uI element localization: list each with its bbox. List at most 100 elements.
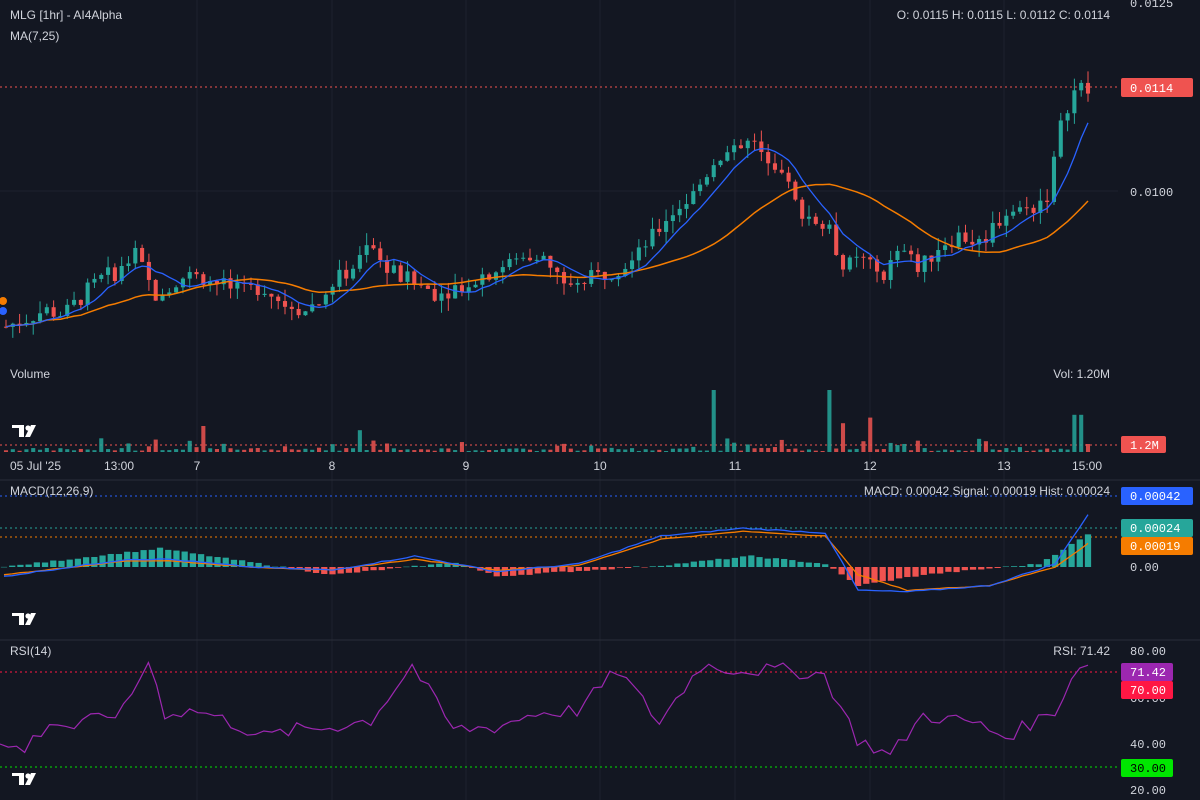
macd-hist-bar: [863, 567, 870, 584]
macd-hist-bar: [222, 557, 229, 567]
volume-bar: [419, 449, 424, 452]
volume-bar: [303, 448, 308, 452]
volume-bar: [949, 450, 954, 452]
candle-body: [51, 307, 56, 317]
macd-hist-bar: [805, 562, 812, 567]
candle-body: [235, 282, 240, 289]
volume-bar: [1045, 448, 1050, 452]
volume-bar: [854, 448, 859, 452]
macd-hist-bar: [206, 556, 213, 567]
volume-bar: [405, 449, 410, 452]
volume-bar: [153, 439, 158, 452]
candle-body: [1011, 211, 1016, 216]
candle-body: [487, 274, 492, 280]
volume-bar: [1004, 448, 1009, 452]
volume-bar: [909, 450, 914, 452]
macd-hist-bar: [1043, 559, 1051, 567]
macd-hist-bar: [633, 566, 640, 567]
candle-body: [527, 257, 533, 261]
macd-hist-bar: [140, 550, 147, 567]
candle-body: [174, 287, 179, 293]
volume-bar: [983, 441, 988, 452]
candle-body: [58, 315, 63, 317]
candle-body: [820, 223, 825, 229]
candle-body: [1065, 113, 1070, 121]
macd-hist-bar: [41, 562, 49, 567]
candle-body: [704, 177, 709, 185]
macd-hist-bar: [518, 567, 525, 575]
volume-bar: [997, 449, 1002, 452]
rsi-value-tag: [1121, 663, 1173, 681]
volume-bar: [480, 450, 485, 452]
macd-hist-bar: [1076, 539, 1083, 567]
macd-histogram: [0, 534, 1092, 587]
macd-hist-bar: [920, 567, 927, 575]
volume-bar: [970, 450, 975, 452]
last-price-tag: [1121, 78, 1193, 97]
volume-bar: [432, 450, 437, 452]
candle-body: [725, 152, 730, 161]
volume-bar: [677, 448, 682, 452]
volume-bar: [453, 450, 458, 452]
candle-body: [31, 321, 36, 323]
candle-body: [439, 293, 444, 301]
volume-bar: [555, 445, 560, 452]
volume-bar: [548, 449, 553, 452]
volume-bar: [337, 450, 342, 452]
macd-hist-bar: [288, 567, 295, 569]
volume-bar: [806, 449, 812, 452]
macd-hist-bar: [1019, 566, 1026, 567]
volume-bar: [895, 445, 900, 452]
candle-body: [548, 255, 553, 268]
volume-bar: [759, 447, 764, 452]
volume-bar: [357, 430, 362, 452]
candle-body: [99, 274, 104, 279]
volume-bar: [112, 450, 117, 452]
volume-bar: [58, 448, 63, 452]
macd-hist-bar: [66, 559, 73, 567]
volume-bar: [698, 450, 703, 452]
volume-bar: [514, 448, 519, 452]
candle-body: [459, 285, 464, 292]
volume-bar: [10, 449, 15, 452]
candle-body: [997, 222, 1002, 226]
time-label: 7: [194, 459, 201, 473]
candle-body: [303, 311, 308, 316]
macd-hist-bar: [715, 558, 722, 567]
candle-body: [609, 279, 614, 281]
candle-body: [561, 272, 567, 284]
volume-bar: [589, 445, 594, 452]
volume-bar: [180, 449, 185, 452]
macd-hist-bar: [666, 565, 673, 567]
volume-bar: [37, 449, 43, 452]
volume-bar: [310, 449, 315, 452]
macd-hist-bar: [657, 565, 665, 567]
volume-bar: [990, 449, 995, 452]
candle-body: [500, 267, 505, 273]
candle-body: [711, 165, 716, 178]
candle-body: [847, 257, 852, 270]
candle-body: [453, 285, 458, 299]
macd-hist-bar: [994, 567, 1001, 568]
candle-body: [956, 232, 961, 247]
candle-body: [405, 271, 410, 282]
ma25-start-dot: [0, 297, 7, 305]
macd-hist-bar: [83, 557, 90, 567]
volume-bar: [344, 448, 349, 452]
volume-bar: [3, 450, 9, 452]
macd-hist-bar: [50, 560, 57, 567]
macd-hist-bar: [1060, 549, 1067, 567]
candle-body: [691, 191, 696, 205]
candle-body: [85, 282, 90, 305]
macd-hist-bar: [1035, 564, 1042, 567]
candle-body: [1079, 82, 1084, 91]
volume-bar: [412, 450, 417, 452]
volume-bar: [398, 449, 403, 452]
macd-hist-bar: [953, 567, 960, 573]
macd-hist-bar: [698, 560, 706, 567]
macd-hist-bar: [181, 551, 188, 567]
volume-bar: [875, 449, 880, 452]
macd-hist-bar: [362, 567, 369, 571]
